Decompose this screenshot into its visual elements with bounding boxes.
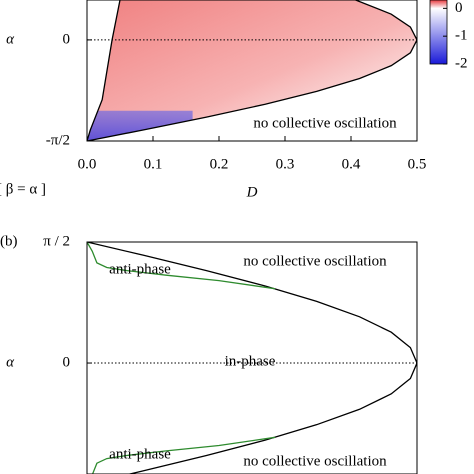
axes-frame [86,241,418,474]
panel-label: (b) [0,233,18,249]
axes-frame [86,0,418,142]
annotation: anti-phase [109,261,171,277]
curve [87,242,276,290]
colorbar-tick-label: -2 [455,55,468,71]
y-tick-label: 0 [63,31,71,47]
x-tick-label: 0.5 [408,156,427,172]
y-axis-label: α [6,354,15,370]
annotation: no collective oscillation [253,115,397,131]
annotation: no collective oscillation [243,453,387,469]
x-axis-label: D [246,184,258,200]
curve [87,0,121,141]
colorbar [429,0,448,65]
x-tick-label: 0.4 [342,156,361,172]
annotation: no collective oscillation [243,253,387,269]
x-tick-label: 0.2 [210,156,229,172]
y-axis-label: α [6,31,15,47]
plot-area [87,242,417,474]
phase-region [87,0,417,141]
colorbar-tick-label: 0 [455,0,463,16]
curve [91,436,276,474]
plot-area [87,0,417,141]
annotation: in-phase [225,353,276,369]
y-tick-label: 0 [63,354,71,370]
curve [87,242,417,474]
panel-label: [ β = α ] [0,181,46,197]
y-tick-label: -π/2 [46,132,70,148]
y-tick-label: π / 2 [43,233,70,249]
x-tick-label: 0.0 [78,156,97,172]
x-tick-label: 0.3 [276,156,295,172]
curve [87,0,417,141]
x-tick-label: 0.1 [144,156,163,172]
annotation: anti-phase [109,446,171,462]
colorbar-tick-label: -1 [455,28,468,44]
